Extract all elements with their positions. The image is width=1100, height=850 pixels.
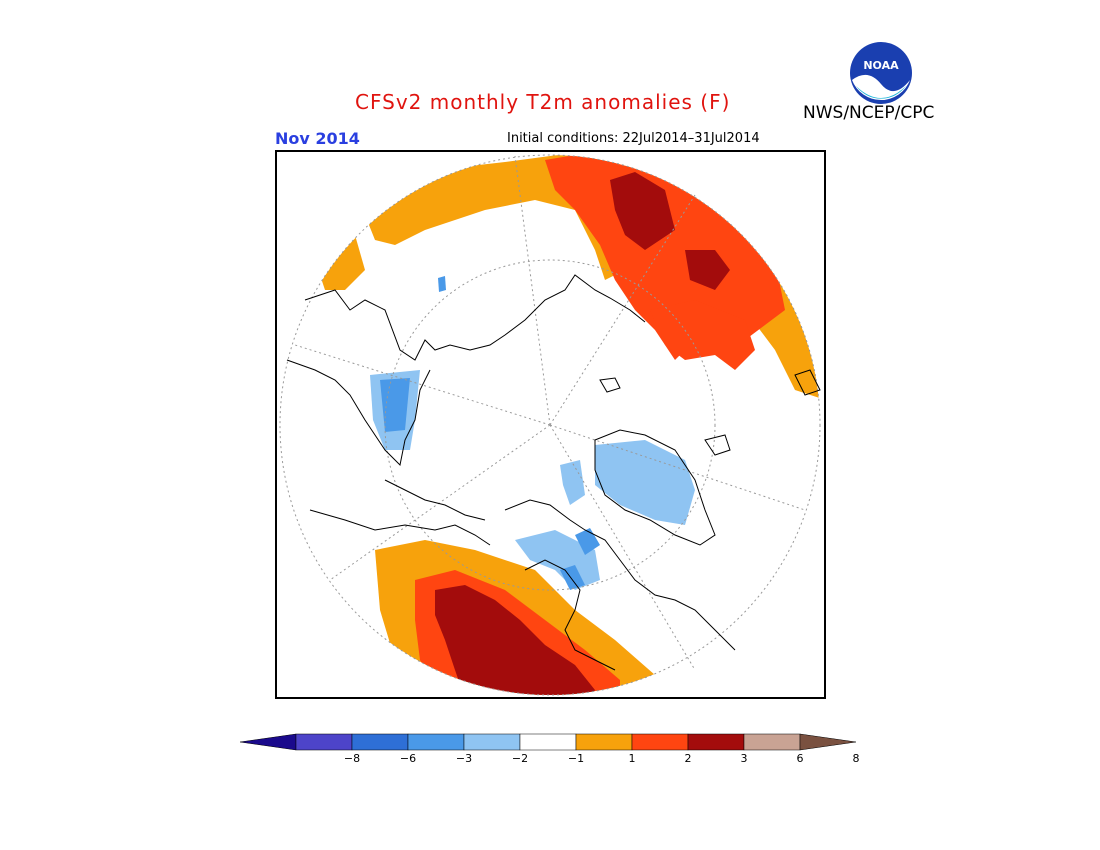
lat-circle-outer [279,154,821,696]
anomaly-lightblue-arctic-isl [560,460,585,505]
graticule [279,154,821,696]
colorbar-tick-label: 8 [853,752,860,765]
colorbar-tick-label: −1 [568,752,584,765]
colorbar-ticks: −8 −6 −3 −2 −1 1 2 3 6 8 [344,752,860,765]
logo-text: NOAA [863,59,899,72]
colorbar-box [743,733,801,751]
anomaly-blue-small [438,276,446,292]
agency-credit: NWS/NCEP/CPC [803,103,935,123]
forecast-month: Nov 2014 [275,129,360,148]
anomaly-darkred-namerica [435,585,595,695]
coast-iceland [704,434,731,456]
meridian-2 [549,194,696,426]
colorbar-box [407,733,465,751]
colorbar-tick-label: 2 [685,752,692,765]
colorbar-box [687,733,745,751]
anomaly-orange-west-edge [315,235,365,290]
map-title: CFSv2 monthly T2m anomalies (F) [355,90,731,114]
coast-scandinavia [286,359,431,467]
anomaly-fields [315,155,820,695]
colorbar-box [575,733,633,751]
colorbar-box [295,733,353,751]
colorbar: −8 −6 −3 −2 −1 1 2 3 6 8 [240,733,860,765]
coast-alaska [384,479,486,521]
coast-west-namerica [309,509,491,546]
noaa-logo: NOAA [850,42,912,104]
coast-hudson [524,559,616,671]
polar-anomaly-map [275,150,826,699]
logo-gull [852,74,910,101]
meridian-1 [514,155,551,426]
coastlines [286,274,821,671]
coast-canada-arctic [504,499,736,651]
coast-svalbard [599,377,621,393]
colorbar-tick-label: 6 [797,752,804,765]
anomaly-lightblue-greenland [595,440,695,525]
colorbar-left-arrow [240,733,297,751]
anomaly-blue-europe [380,378,410,432]
logo-water [856,86,906,99]
coast-europe [304,274,646,361]
lat-circle-60 [384,259,716,591]
coast-greenland [594,429,716,546]
anomaly-red-asia-south [650,300,755,370]
colorbar-tick-label: −6 [400,752,416,765]
colorbar-boxes [240,733,857,751]
colorbar-tick-label: −2 [512,752,528,765]
colorbar-tick-label: −8 [344,752,360,765]
anomaly-darkred-asia [610,172,675,250]
colorbar-box [519,733,577,751]
anomaly-darkred-asia-2 [685,250,730,290]
colorbar-tick-label: 3 [741,752,748,765]
coast-britain [794,369,821,396]
initial-conditions: Initial conditions: 22Jul2014–31Jul2014 [507,131,760,146]
colorbar-box [463,733,521,751]
colorbar-box [631,733,689,751]
colorbar-right-arrow [799,733,857,751]
colorbar-tick-label: 1 [629,752,636,765]
colorbar-box [351,733,409,751]
colorbar-tick-label: −3 [456,752,472,765]
